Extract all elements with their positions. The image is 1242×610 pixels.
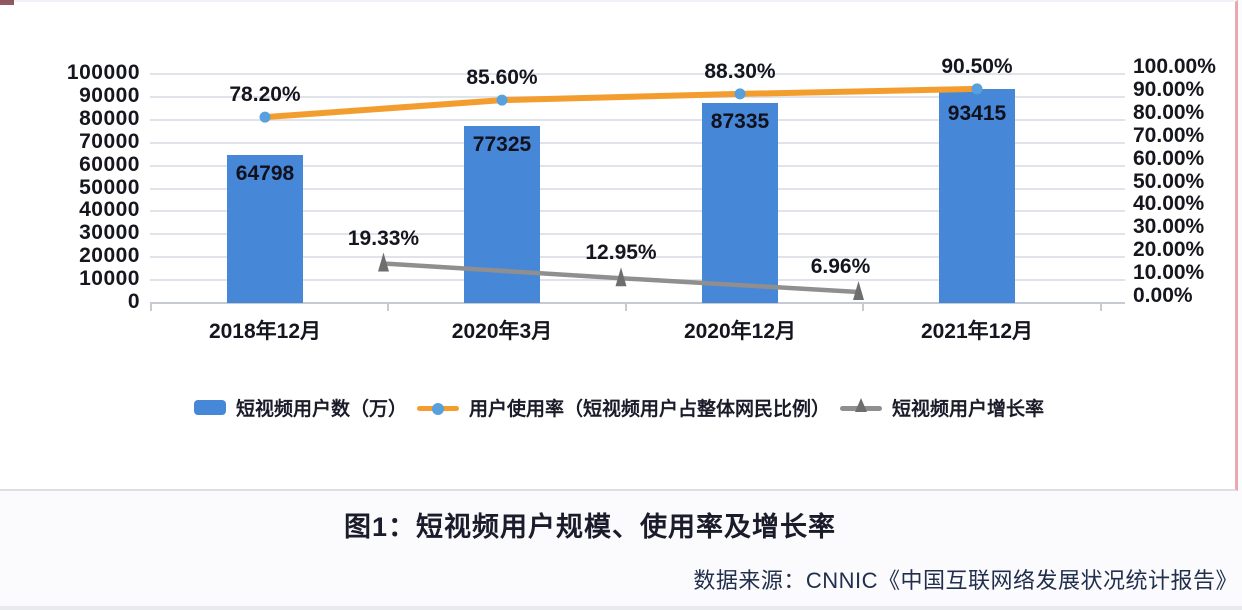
y-axis-tick-label-right: 70.00% (1133, 123, 1205, 147)
legend-label-growth: 短视频用户增长率 (892, 399, 1045, 420)
y-axis-tick-label-right: 60.00% (1133, 146, 1205, 170)
y-axis-tick-label-right: 100.00% (1133, 55, 1216, 78)
legend-growth-line-swatch (840, 397, 882, 416)
y-axis-tick-label-left: 30000 (79, 221, 140, 245)
gridline (150, 73, 1125, 75)
chart-caption: 图1：短视频用户规模、使用率及增长率 (343, 512, 836, 542)
growth-rate-point (853, 280, 864, 300)
x-axis-tick (387, 303, 390, 311)
bar-value-label: 93415 (947, 102, 1007, 126)
usage-rate-label: 78.20% (229, 83, 301, 107)
y-axis-tick-label-right: 90.00% (1133, 77, 1205, 101)
growth-rate-label: 19.33% (347, 226, 420, 250)
usage-rate-point (259, 111, 271, 123)
legend-label-usage: 用户使用率（短视频用户占整体网民比例） (468, 399, 830, 420)
bar: 64798 (227, 154, 303, 303)
bar: 87335 (702, 103, 778, 303)
y-axis-tick-label-left: 20000 (79, 244, 140, 268)
y-axis-tick-label-right: 30.00% (1133, 215, 1205, 239)
x-axis-label: 2021年12月 (920, 320, 1034, 343)
gridline (150, 210, 1125, 213)
bar-value-label: 77325 (472, 132, 532, 156)
gridline (150, 141, 1125, 144)
growth-rate-label: 6.96% (810, 254, 871, 278)
bottom-edge-band (0, 606, 1242, 610)
x-axis-label: 2018年12月 (208, 320, 322, 343)
bar: 93415 (939, 89, 1015, 303)
chart-card: 100000 100.00% 90000 90.00% 80000 80.00% 70000… (0, 0, 1238, 491)
y-axis-tick-label-left: 0 (127, 290, 140, 313)
x-axis-label: 2020年12月 (683, 320, 797, 343)
x-axis-tick (1099, 303, 1102, 311)
x-axis-tick (150, 303, 152, 311)
gridline (150, 164, 1125, 167)
y-axis-tick-label-right: 20.00% (1133, 238, 1205, 262)
legend-label-users: 短视频用户数（万） (235, 399, 407, 420)
usage-rate-label: 85.60% (466, 66, 538, 90)
gridline (150, 302, 1125, 304)
y-axis-tick-label-right: 0.00% (1133, 284, 1193, 307)
y-axis-tick-label-right: 50.00% (1133, 169, 1205, 193)
growth-rate-point (615, 267, 627, 287)
x-axis-label: 2020年3月 (451, 320, 553, 343)
y-axis-tick-label-left: 10000 (79, 267, 140, 291)
legend: 短视频用户数（万） 用户使用率（短视频用户占整体网民比例） 短视频用户增长率 (0, 394, 1238, 421)
data-source: 数据来源：CNNIC《中国互联网络发展状况统计报告》 (693, 568, 1238, 593)
gridline (150, 256, 1125, 259)
y-axis-tick-label-left: 70000 (79, 129, 140, 153)
bar-value-label: 87335 (710, 110, 770, 133)
y-axis-tick-label-left: 90000 (79, 83, 140, 107)
y-axis-tick-label-right: 80.00% (1133, 100, 1205, 124)
y-axis-tick-label-left: 40000 (79, 198, 140, 222)
y-axis-tick-label-left: 100000 (66, 61, 140, 84)
x-axis-tick (624, 303, 627, 311)
usage-rate-label: 88.30% (704, 59, 776, 83)
legend-bar-swatch (193, 400, 226, 415)
gridline (150, 233, 1125, 236)
bar: 77325 (464, 125, 540, 303)
bar-value-label: 64798 (235, 161, 295, 185)
x-axis-tick (862, 303, 865, 311)
y-axis-tick-label-left: 50000 (79, 175, 140, 199)
y-axis-tick-label-left: 60000 (79, 152, 140, 176)
legend-usage-line-swatch (416, 400, 459, 416)
gridline (150, 187, 1125, 190)
y-axis-tick-label-right: 40.00% (1133, 192, 1205, 216)
y-axis-tick-label-right: 10.00% (1133, 261, 1205, 285)
usage-rate-label: 90.50% (941, 54, 1013, 78)
red-scan-mark (0, 0, 14, 5)
usage-rate-line (262, 85, 980, 121)
y-axis-tick-label-left: 80000 (79, 106, 140, 130)
growth-rate-label: 12.95% (585, 241, 657, 265)
